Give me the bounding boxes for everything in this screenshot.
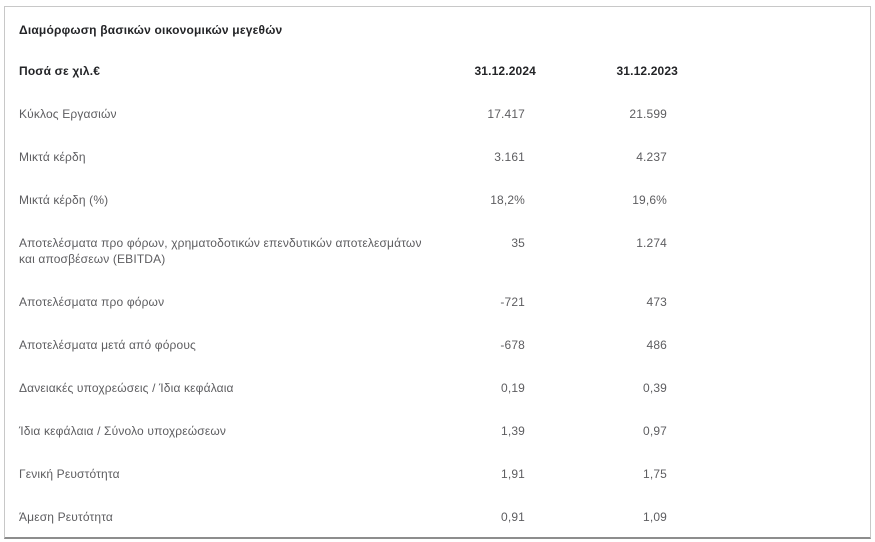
table-row: Ίδια κεφάλαια / Σύνολο υποχρεώσεων 1,39 … bbox=[19, 409, 856, 452]
column-header-2023: 31.12.2023 bbox=[616, 63, 678, 78]
unit-label: Ποσά σε χιλ.€ bbox=[19, 63, 101, 78]
table-row: Κύκλος Εργασιών 17.417 21.599 bbox=[19, 92, 856, 135]
row-label: Κύκλος Εργασιών bbox=[19, 106, 117, 121]
row-label: Άμεση Ρευτότητα bbox=[19, 509, 114, 524]
table-row: Αποτελέσματα μετά από φόρους -678 486 bbox=[19, 323, 856, 366]
table-body: Κύκλος Εργασιών 17.417 21.599 Μικτά κέρδ… bbox=[19, 92, 856, 538]
table-row: Δανειακές υποχρεώσεις / Ίδια κεφάλαια 0,… bbox=[19, 366, 856, 409]
value-2024: -678 bbox=[500, 337, 525, 352]
value-2024: 18,2% bbox=[490, 192, 525, 207]
row-label: Μικτά κέρδη (%) bbox=[19, 192, 109, 207]
row-label: Αποτελέσματα προ φόρων bbox=[19, 294, 165, 309]
table-header-row: Ποσά σε χιλ.€ 31.12.2024 31.12.2023 bbox=[19, 49, 856, 92]
row-label: Αποτελέσματα προ φόρων, χρηματοδοτικών ε… bbox=[19, 235, 422, 266]
value-2023: 1.274 bbox=[636, 235, 667, 250]
row-label: Αποτελέσματα μετά από φόρους bbox=[19, 337, 196, 352]
value-2023: 0,39 bbox=[643, 380, 667, 395]
column-header-2024: 31.12.2024 bbox=[474, 63, 536, 78]
row-label: Δανειακές υποχρεώσεις / Ίδια κεφάλαια bbox=[19, 380, 234, 395]
value-2023: 19,6% bbox=[632, 192, 667, 207]
value-2024: -721 bbox=[500, 294, 525, 309]
value-2024: 1,39 bbox=[501, 423, 525, 438]
financial-summary-panel: Διαμόρφωση βασικών οικονομικών μεγεθών Π… bbox=[4, 6, 871, 539]
value-2024: 17.417 bbox=[487, 106, 525, 121]
value-2024: 3.161 bbox=[494, 149, 525, 164]
table-row: Αποτελέσματα προ φόρων, χρηματοδοτικών ε… bbox=[19, 221, 856, 280]
value-2024: 0,91 bbox=[501, 509, 525, 524]
value-2023: 473 bbox=[646, 294, 667, 309]
value-2024: 1,91 bbox=[501, 466, 525, 481]
row-label: Γενική Ρευστότητα bbox=[19, 466, 120, 481]
table-row: Αποτελέσματα προ φόρων -721 473 bbox=[19, 280, 856, 323]
value-2023: 0,97 bbox=[643, 423, 667, 438]
value-2023: 4.237 bbox=[636, 149, 667, 164]
value-2023: 21.599 bbox=[629, 106, 667, 121]
value-2024: 35 bbox=[511, 235, 525, 250]
value-2023: 1,09 bbox=[643, 509, 667, 524]
table-row: Μικτά κέρδη 3.161 4.237 bbox=[19, 135, 856, 178]
row-label: Μικτά κέρδη bbox=[19, 149, 86, 164]
panel-title: Διαμόρφωση βασικών οικονομικών μεγεθών bbox=[19, 23, 283, 37]
table-row: Γενική Ρευστότητα 1,91 1,75 bbox=[19, 452, 856, 495]
value-2023: 486 bbox=[646, 337, 667, 352]
value-2023: 1,75 bbox=[643, 466, 667, 481]
table-row: Μικτά κέρδη (%) 18,2% 19,6% bbox=[19, 178, 856, 221]
row-label: Ίδια κεφάλαια / Σύνολο υποχρεώσεων bbox=[19, 423, 226, 438]
value-2024: 0,19 bbox=[501, 380, 525, 395]
table-row: Άμεση Ρευτότητα 0,91 1,09 bbox=[19, 495, 856, 538]
